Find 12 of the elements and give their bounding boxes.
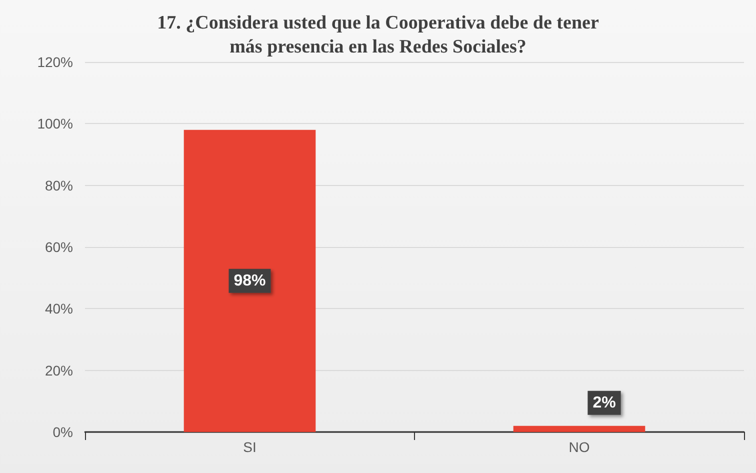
chart-title: 17. ¿Considera usted que la Cooperativa debe de tener más presencia en las Redes Sociales? <box>157 12 600 58</box>
y-tick-label: 0% <box>52 424 73 440</box>
y-tick-label: 80% <box>44 177 73 194</box>
y-tick-label: 120% <box>37 54 73 70</box>
y-tick-label: 60% <box>44 239 73 255</box>
x-tick-label: NO <box>568 439 590 455</box>
x-tick-label: SI <box>243 439 256 455</box>
y-tick-label: 20% <box>44 362 73 378</box>
y-tick-label: 100% <box>37 116 73 132</box>
y-tick-label: 40% <box>44 300 73 317</box>
data-label: 2% <box>592 394 616 412</box>
data-label: 98% <box>234 272 266 290</box>
